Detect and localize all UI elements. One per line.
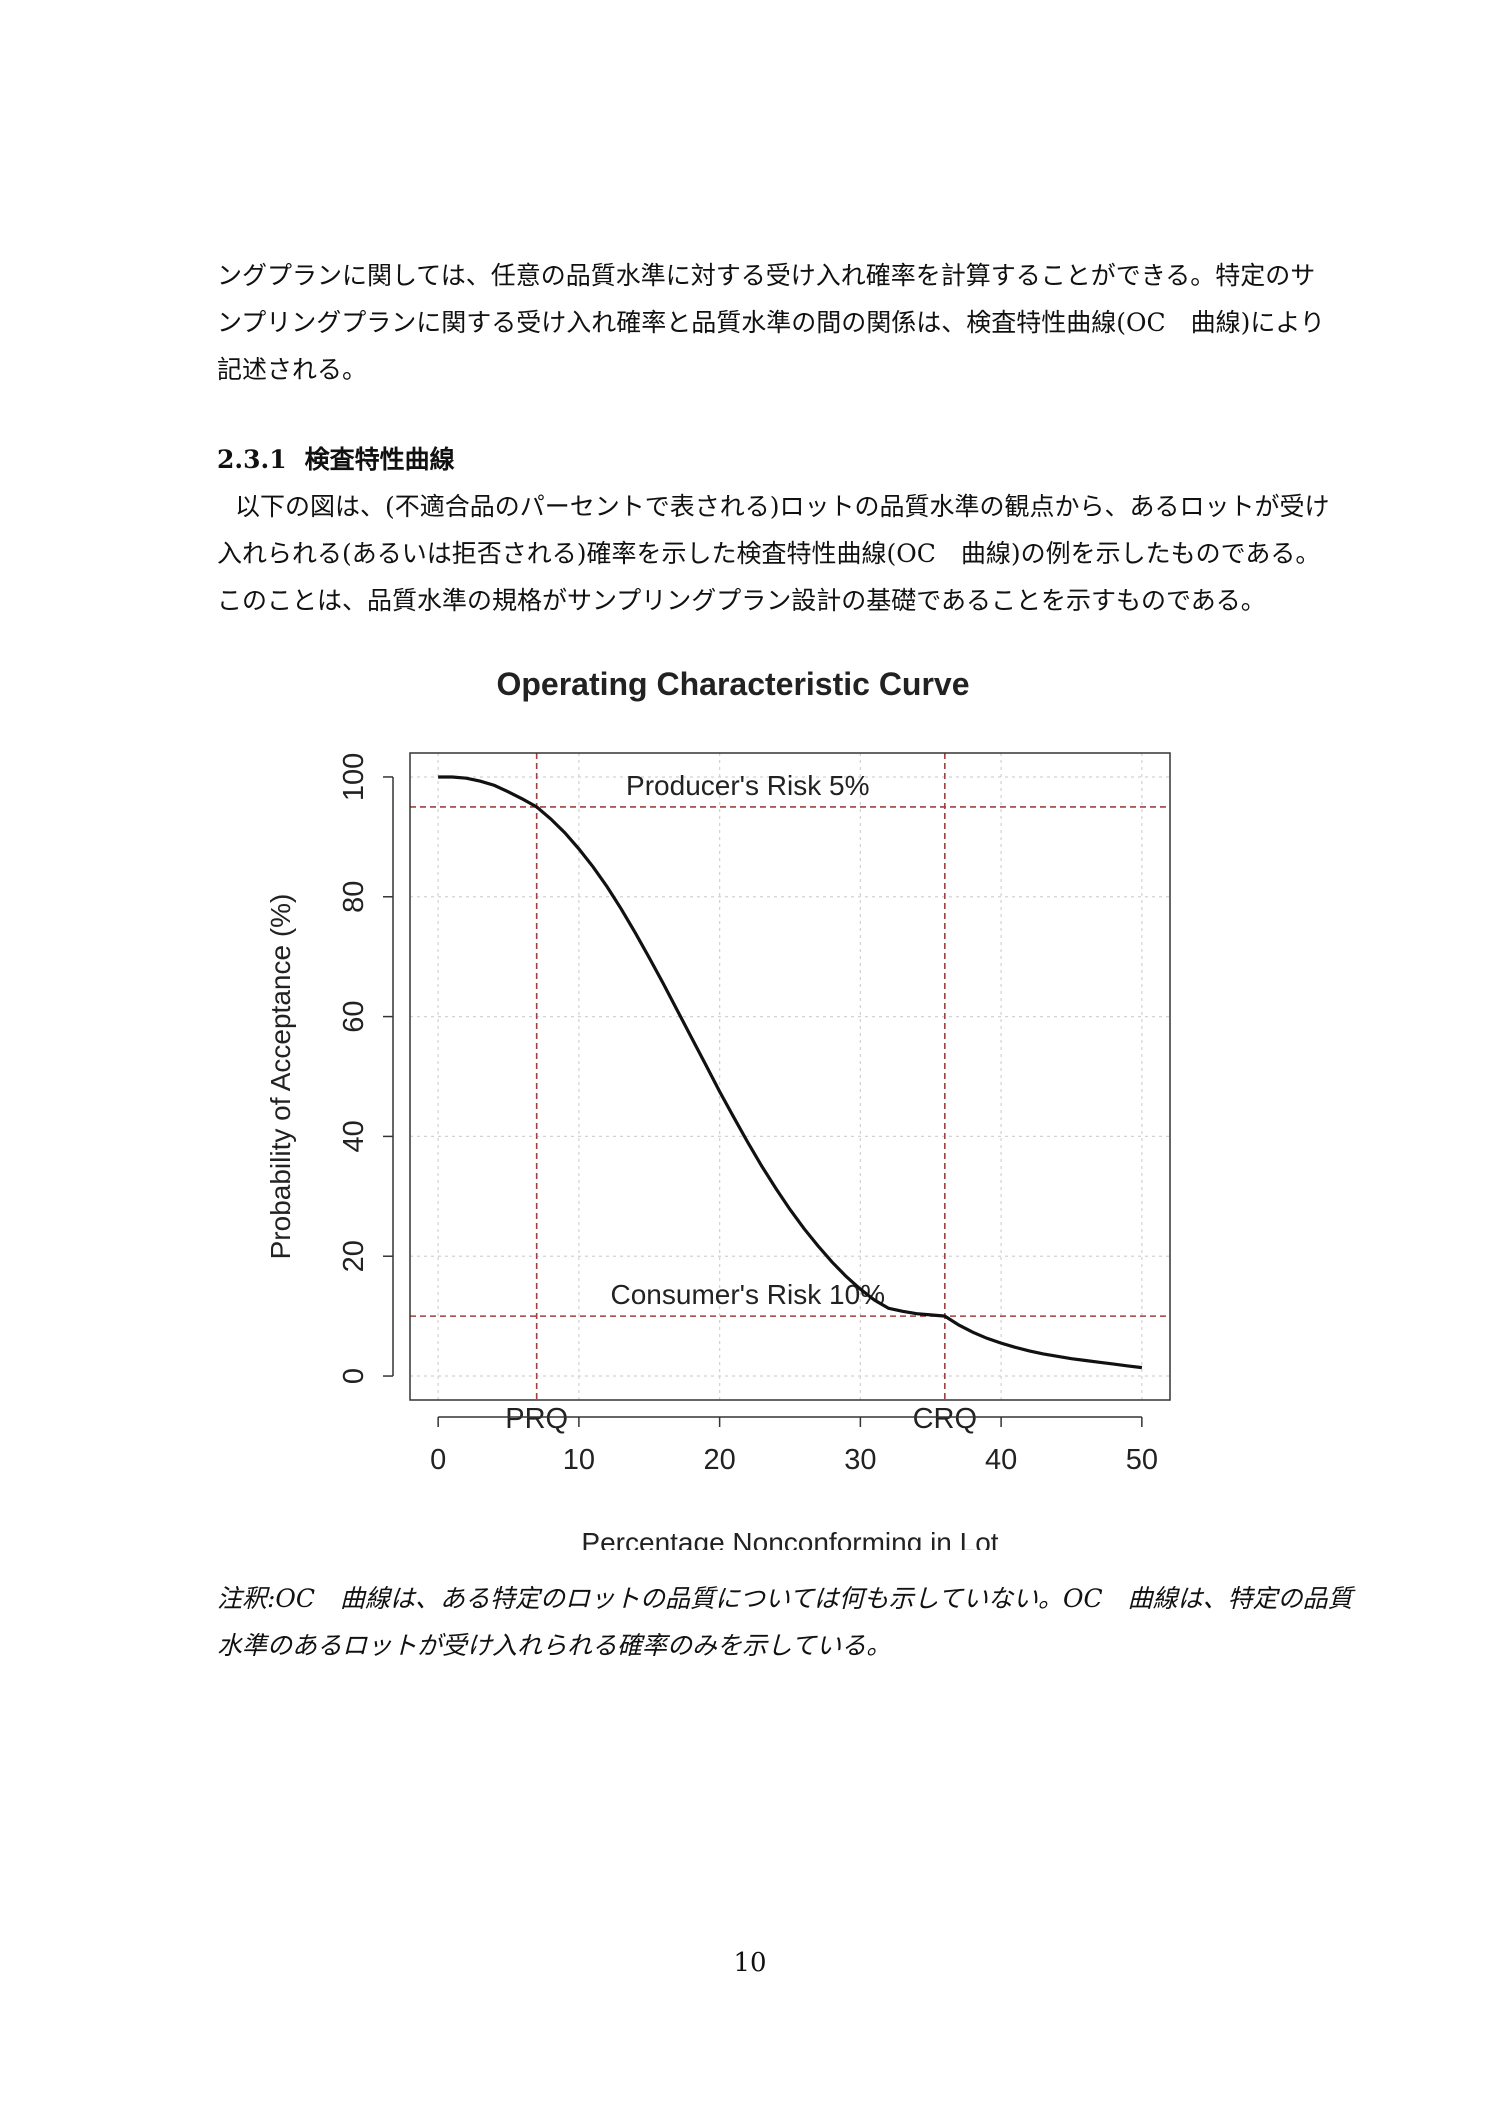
x-tick-label: 10 (563, 1444, 595, 1476)
page-number: 10 (733, 1948, 767, 1978)
x-tick-label: 50 (1126, 1444, 1158, 1476)
plot-frame (409, 752, 1171, 1401)
intro-paragraph: ングプランに関しては、任意の品質水準に対する受け入れ確率を計算することができる。… (217, 252, 1325, 393)
quality-level-label: PRQ (505, 1403, 568, 1435)
section-paragraph: 以下の図は、(不適合品のパーセントで表される)ロットの品質水準の観点から、あるロ… (217, 483, 1330, 624)
note-line: 水準のあるロットが受け入れられる確率のみを示している。 (217, 1631, 892, 1660)
y-tick-label: 40 (338, 1120, 370, 1152)
risk-label: Producer's Risk 5% (626, 770, 869, 801)
section-title: 検査特性曲線 (304, 445, 455, 474)
x-tick-label: 30 (844, 1444, 876, 1476)
x-axis-label: Percentage Nonconforming in Lot (581, 1527, 998, 1550)
y-tick-label: 60 (338, 1000, 370, 1032)
note-line: 注釈:OC 曲線は、ある特定のロットの品質については何も示していない。OC 曲線… (217, 1584, 1353, 1613)
y-axis-label: Probability of Acceptance (%) (265, 894, 296, 1260)
y-tick-label: 0 (338, 1368, 370, 1384)
axes: 0 10 20 30 40 50 0 20 40 60 80 100 (338, 753, 1158, 1476)
chart-title: Operating Characteristic Curve (496, 666, 969, 702)
risk-label: Consumer's Risk 10% (611, 1279, 886, 1310)
note-paragraph: 注釈:OC 曲線は、ある特定のロットの品質については何も示していない。OC 曲線… (217, 1575, 1353, 1669)
section-line: このことは、品質水準の規格がサンプリングプラン設計の基礎であることを示すものであ… (217, 586, 1266, 615)
x-tick-label: 0 (430, 1444, 446, 1476)
section-number: 2.3.1 (217, 445, 287, 474)
intro-line: ンプリングプランに関する受け入れ確率と品質水準の間の関係は、検査特性曲線(OC … (217, 308, 1325, 337)
intro-line: 記述される。 (217, 355, 368, 384)
section-line: 以下の図は、(不適合品のパーセントで表される)ロットの品質水準の観点から、あるロ… (235, 492, 1330, 521)
intro-line: ングプランに関しては、任意の品質水準に対する受け入れ確率を計算することができる。… (217, 261, 1316, 290)
reference-lines: Producer's Risk 5% Consumer's Risk 10% PRQ… (410, 753, 1170, 1435)
section-line: 入れられる(あるいは拒否される)確率を示した検査特性曲線(OC 曲線)の例を示し… (217, 539, 1321, 568)
y-tick-label: 80 (338, 881, 370, 913)
x-tick-label: 20 (703, 1444, 735, 1476)
section-heading: 2.3.1 検査特性曲線 (217, 440, 455, 476)
y-tick-label: 100 (338, 753, 370, 801)
oc-curve (438, 775, 1143, 1370)
quality-level-label: CRQ (913, 1403, 977, 1435)
x-tick-label: 40 (985, 1444, 1017, 1476)
y-tick-label: 20 (338, 1240, 370, 1272)
oc-chart: Operating Characteristic Curve Producer'… (265, 666, 1171, 1550)
